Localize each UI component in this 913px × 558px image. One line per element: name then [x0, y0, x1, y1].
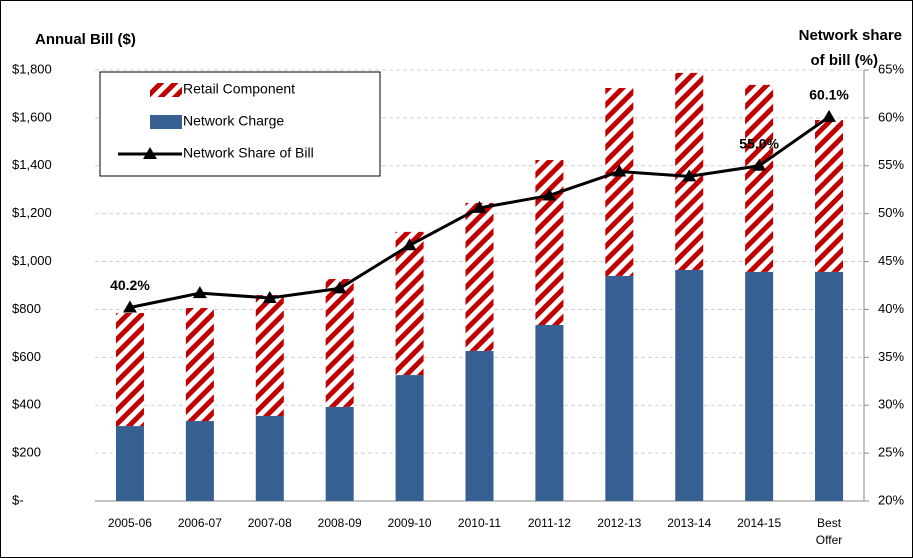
x-tick-label: Best — [817, 516, 842, 530]
y-tick-label: $600 — [12, 349, 41, 364]
marker — [542, 188, 557, 201]
x-tick-label: 2010-11 — [458, 516, 501, 530]
y2-tick-label: 25% — [878, 445, 904, 460]
y-tick-label: $400 — [12, 397, 41, 412]
bar-segment — [255, 415, 284, 501]
legend-label: Network Share of Bill — [183, 145, 314, 161]
legend-swatch — [150, 83, 182, 97]
marker — [262, 290, 277, 303]
x-tick-label: 2006-07 — [178, 516, 222, 530]
y-tick-label: $200 — [12, 445, 41, 460]
y2-tick-label: 30% — [878, 397, 904, 412]
bar-segment — [675, 269, 704, 501]
bar-segment — [815, 120, 844, 272]
y-tick-label: $1,000 — [12, 253, 52, 268]
y-tick-label: $- — [12, 492, 24, 507]
legend-label: Network Charge — [183, 113, 284, 129]
y-tick-label: $1,200 — [12, 205, 52, 220]
bar-segment — [745, 271, 774, 501]
bar-segment — [325, 406, 354, 501]
y2-tick-label: 55% — [878, 157, 904, 172]
x-tick-label: 2013-14 — [667, 516, 711, 530]
bar-segment — [255, 295, 284, 416]
marker — [682, 169, 697, 182]
bar-segment — [325, 279, 354, 407]
bar-segment — [185, 421, 214, 501]
legend-marker — [143, 147, 157, 159]
bar-segment — [115, 313, 144, 427]
y-tick-label: $1,800 — [12, 61, 52, 76]
bar-segment — [605, 275, 634, 501]
x-tick-label: 2009-10 — [388, 516, 432, 530]
x-tick-label: 2014-15 — [737, 516, 781, 530]
legend-swatch — [150, 115, 182, 129]
y-tick-label: $1,600 — [12, 109, 52, 124]
bar-segment — [745, 84, 774, 272]
bar-segment — [465, 350, 494, 501]
bar-segment — [815, 271, 844, 501]
marker — [612, 164, 627, 177]
x-tick-label: 2008-09 — [318, 516, 362, 530]
x-tick-label: 2012-13 — [597, 516, 641, 530]
marker — [402, 238, 417, 251]
x-tick-label: Offer — [816, 533, 842, 547]
bar-segment — [395, 231, 424, 376]
bar-segment — [395, 375, 424, 501]
marker — [472, 200, 487, 213]
x-tick-label: 2011-12 — [528, 516, 571, 530]
data-label: 40.2% — [110, 277, 150, 293]
y-axis-title: Annual Bill ($) — [35, 31, 136, 48]
y2-tick-label: 20% — [878, 492, 904, 507]
x-tick-label: 2005-06 — [108, 516, 152, 530]
bar-segment — [185, 308, 214, 422]
y2-tick-label: 50% — [878, 205, 904, 220]
bar-segment — [465, 202, 494, 351]
y2-tick-label: 45% — [878, 253, 904, 268]
y2-axis-title: Network share — [799, 27, 902, 44]
y2-tick-label: 35% — [878, 349, 904, 364]
data-label: 60.1% — [809, 87, 849, 103]
bar-segment — [605, 87, 634, 276]
marker — [122, 300, 137, 313]
marker — [332, 281, 347, 294]
bar-segment — [535, 160, 564, 326]
y2-tick-label: 60% — [878, 109, 904, 124]
legend-label: Retail Component — [183, 81, 295, 97]
x-tick-label: 2007-08 — [248, 516, 292, 530]
y2-tick-label: 40% — [878, 301, 904, 316]
y2-tick-label: 65% — [878, 61, 904, 76]
y-tick-label: $1,400 — [12, 157, 52, 172]
bar-segment — [535, 325, 564, 501]
y-tick-label: $800 — [12, 301, 41, 316]
marker — [752, 158, 767, 171]
data-label: 55.0% — [739, 135, 779, 151]
marker — [192, 286, 207, 299]
bar-segment — [115, 426, 144, 501]
marker — [822, 109, 837, 122]
y2-axis-title: of bill (%) — [811, 52, 879, 69]
